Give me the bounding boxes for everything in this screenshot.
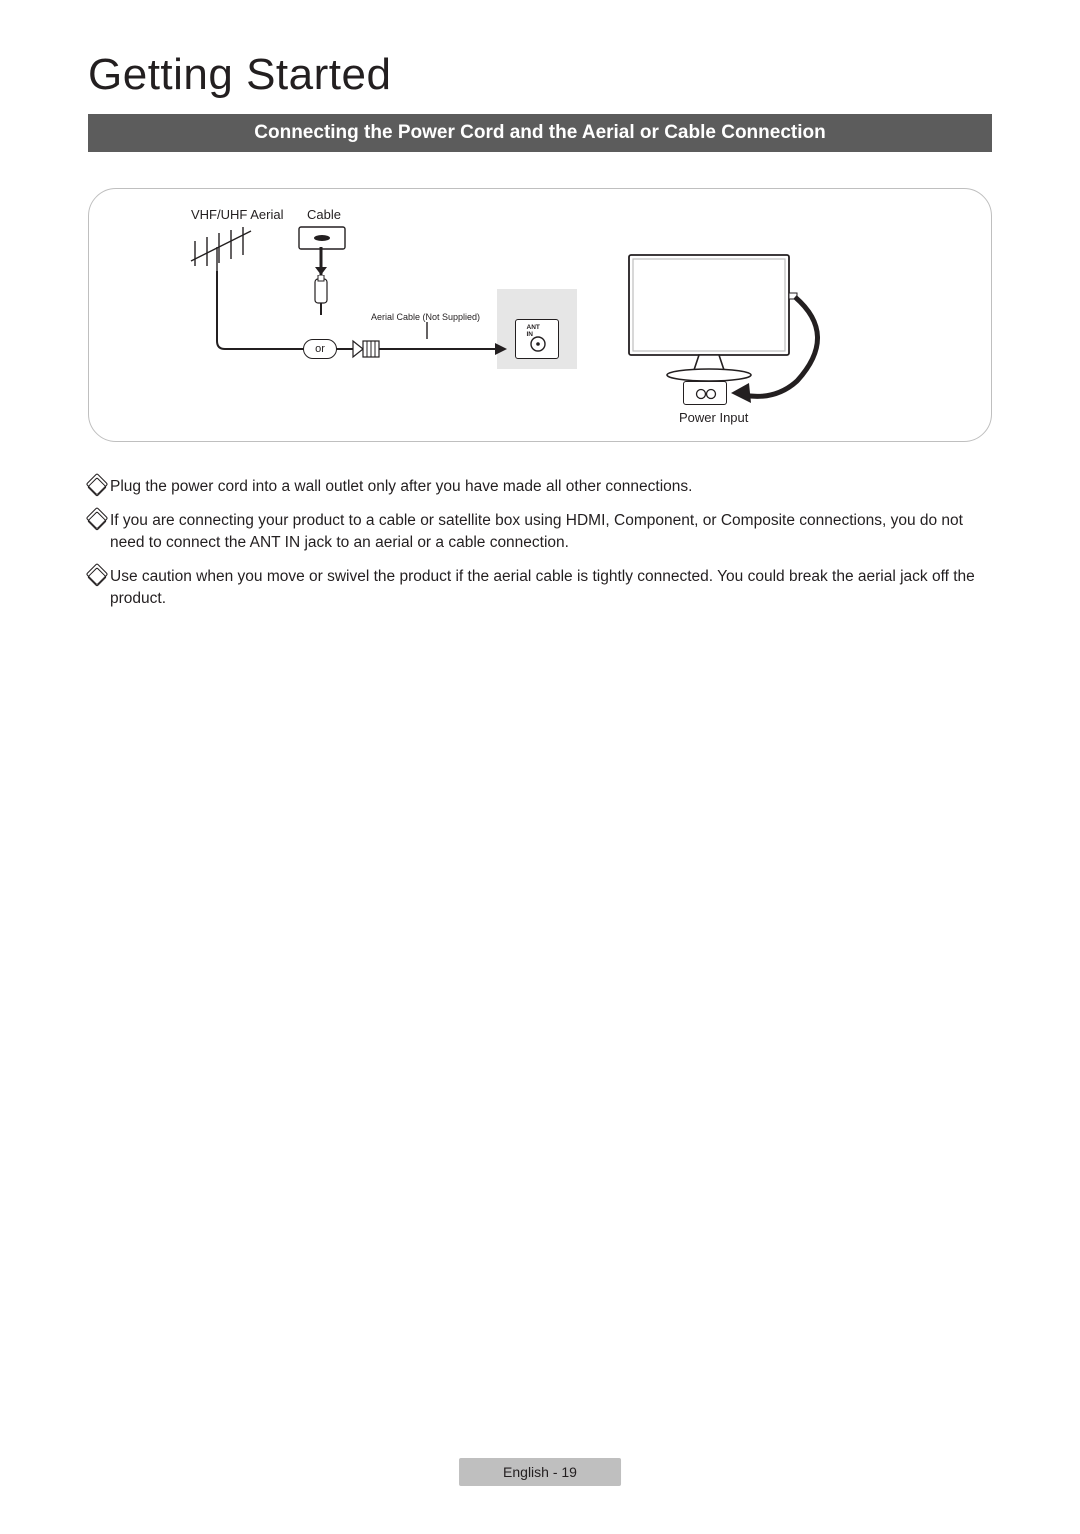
page-root: Getting Started Connecting the Power Cor… bbox=[0, 0, 1080, 1534]
note-icon bbox=[87, 477, 107, 497]
note-icon bbox=[87, 511, 107, 531]
ant-in-port-box: ANT IN bbox=[515, 319, 559, 359]
page-footer: English - 19 bbox=[459, 1458, 621, 1486]
note-text: Plug the power cord into a wall outlet o… bbox=[110, 476, 992, 498]
notes-list: Plug the power cord into a wall outlet o… bbox=[88, 476, 992, 610]
label-cable: Cable bbox=[307, 207, 341, 222]
or-badge: or bbox=[303, 339, 337, 359]
aerial-line bbox=[177, 259, 517, 399]
connection-diagram: VHF/UHF Aerial Cable Aerial Cable (Not S… bbox=[88, 188, 992, 442]
note-text: If you are connecting your product to a … bbox=[110, 510, 992, 554]
note-item: If you are connecting your product to a … bbox=[88, 510, 992, 554]
page-title: Getting Started bbox=[88, 50, 992, 100]
ant-in-connector-icon bbox=[516, 320, 560, 360]
note-text: Use caution when you move or swivel the … bbox=[110, 566, 992, 610]
section-banner: Connecting the Power Cord and the Aerial… bbox=[88, 114, 992, 152]
note-item: Use caution when you move or swivel the … bbox=[88, 566, 992, 610]
label-vhf-uhf-aerial: VHF/UHF Aerial bbox=[191, 207, 283, 222]
note-item: Plug the power cord into a wall outlet o… bbox=[88, 476, 992, 498]
curved-arrow-icon bbox=[689, 261, 849, 421]
coax-connector-icon bbox=[345, 337, 395, 361]
note-icon bbox=[87, 567, 107, 587]
